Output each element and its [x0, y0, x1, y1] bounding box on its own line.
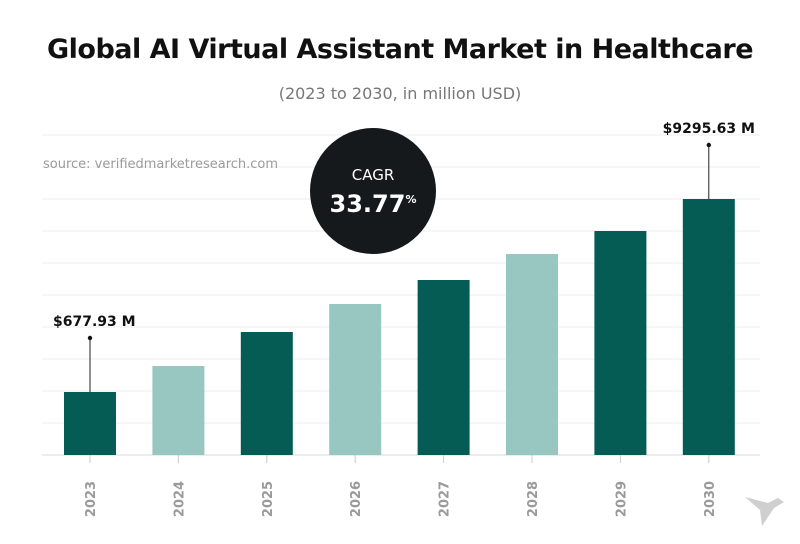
x-tick-label: 2028 [526, 481, 541, 517]
x-tick-label: 2025 [261, 481, 276, 517]
cagr-unit: % [405, 193, 417, 206]
bar-2027 [417, 280, 470, 455]
x-tick-label: 2027 [438, 481, 453, 517]
bar-2025 [240, 332, 293, 455]
source-note: source: verifiedmarketresearch.com [43, 157, 279, 172]
cagr-badge: CAGR 33.77% [310, 128, 436, 254]
bar-2023 [64, 392, 116, 455]
bar-2028 [506, 254, 558, 455]
x-tick-label: 2030 [703, 481, 718, 517]
leader-dot [87, 335, 93, 341]
cagr-number: 33.77 [329, 190, 406, 218]
logo-bird-icon [745, 497, 784, 526]
bar-2030 [682, 199, 735, 455]
chart-subtitle: (2023 to 2030, in million USD) [278, 84, 522, 103]
cagr-label: CAGR [351, 166, 395, 184]
leader-dot [706, 142, 711, 148]
data-label-2030: $9295.63 M [663, 121, 755, 137]
x-tick-label: 2026 [349, 481, 364, 517]
cagr-value: 33.77% [310, 190, 436, 218]
x-tick-label: 2029 [614, 481, 629, 517]
chart-title: Global AI Virtual Assistant Market in He… [46, 34, 754, 65]
bar-2029 [594, 231, 647, 455]
data-label-2023: $677.93 M [53, 314, 136, 330]
x-tick-label: 2023 [84, 481, 99, 517]
x-tick-label: 2024 [172, 481, 187, 517]
bar-2024 [152, 366, 205, 455]
bar-2026 [329, 304, 382, 455]
